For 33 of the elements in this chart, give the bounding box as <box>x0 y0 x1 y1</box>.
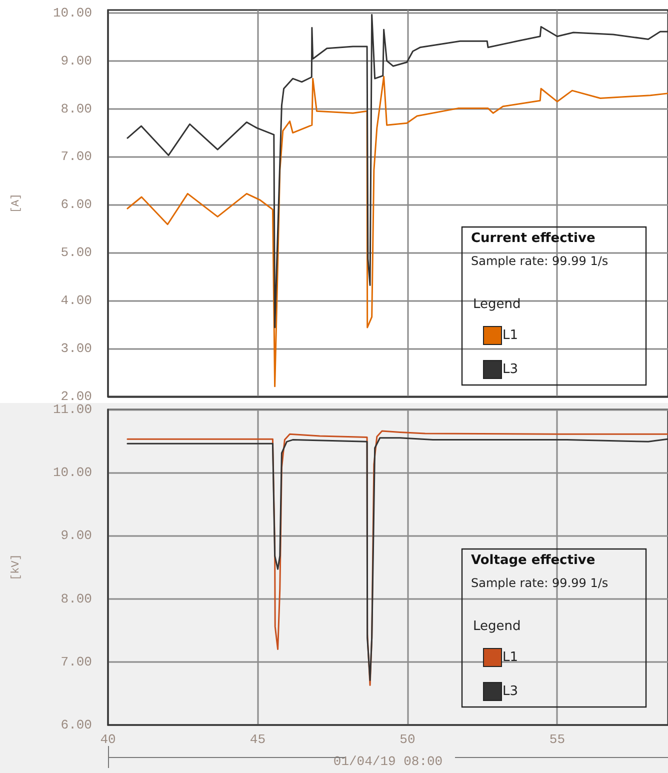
x-tick-label: 55 <box>549 732 566 747</box>
x-tick-label: 45 <box>250 732 266 747</box>
y-tick-label: 5.00 <box>60 245 92 260</box>
text: Sample rate: 99.99 1/s <box>471 576 608 590</box>
y-tick-label: 6.00 <box>60 197 92 212</box>
text: Sample rate: 99.99 1/s <box>471 254 608 268</box>
line-series <box>126 76 668 388</box>
x-tick-label: 50 <box>400 732 416 747</box>
y-tick-label: 9.00 <box>60 528 92 544</box>
text: Current effective <box>471 231 596 246</box>
y-tick-label: 3.00 <box>60 341 92 356</box>
legend-label: L3 <box>502 362 518 377</box>
y-tick-label: 7.00 <box>60 654 92 670</box>
y-axis-title: [A] <box>10 193 22 214</box>
y-tick-label: 10.00 <box>52 465 92 480</box>
y-tick-label: 4.00 <box>60 293 92 308</box>
legend-title: Legend <box>473 297 521 312</box>
y-tick-label: 8.00 <box>60 101 92 116</box>
y-tick-label: 10.00 <box>52 5 92 20</box>
y-tick-label: 9.00 <box>60 53 92 68</box>
y-tick-label: 8.00 <box>60 591 92 606</box>
text: Voltage effective <box>471 553 596 568</box>
legend-label: L1 <box>502 328 518 343</box>
y-tick-label: 11.00 <box>52 402 92 417</box>
x-tick-label: 40 <box>100 732 116 747</box>
y-tick-label: 7.00 <box>60 149 92 164</box>
legend-label: L1 <box>502 650 518 665</box>
y-axis-title: [kV] <box>10 554 22 580</box>
legend-title: Legend <box>473 619 521 634</box>
y-tick-label: 2.00 <box>60 389 92 404</box>
legend-label: L3 <box>502 684 518 699</box>
x-axis-title: 01/04/19 08:00 <box>333 754 443 769</box>
y-tick-label: 6.00 <box>60 718 92 732</box>
